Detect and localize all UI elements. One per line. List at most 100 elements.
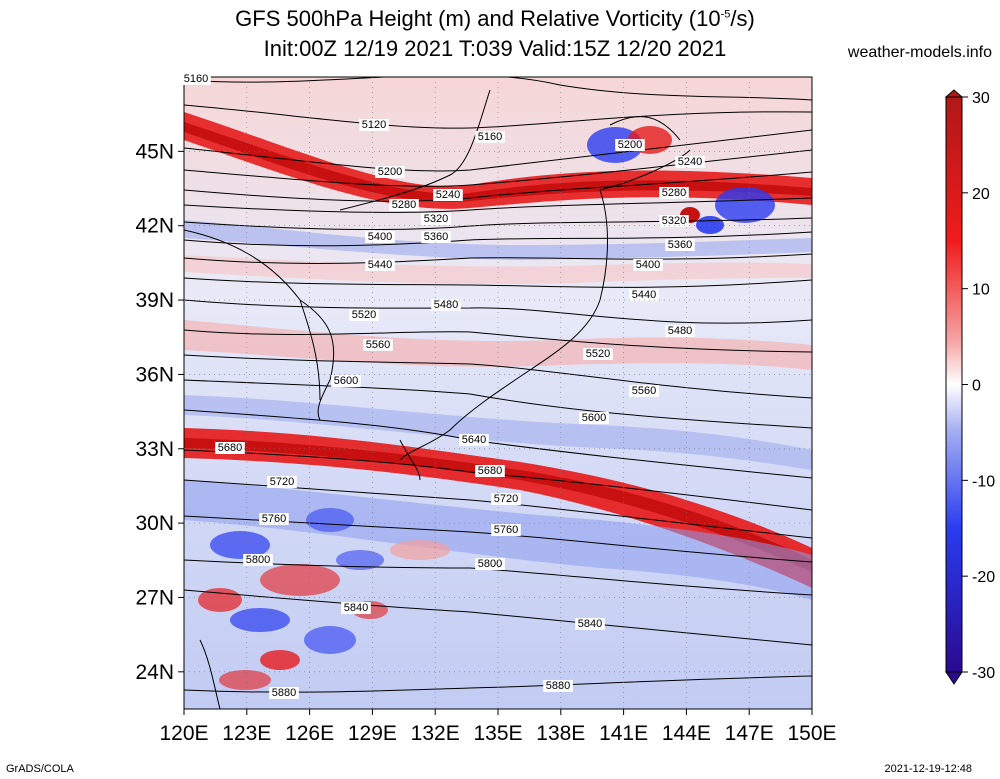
contour-label: 5520	[352, 309, 376, 321]
contour-label: 5400	[636, 259, 660, 271]
contour-label: 5480	[434, 299, 458, 311]
contour-label: 5880	[272, 687, 296, 699]
contour-label-bg	[629, 289, 659, 301]
x-tick-label: 120E	[159, 722, 208, 745]
colorbar: 30 20 10 0 -10 -20 -30	[944, 89, 995, 685]
contour-label: 5720	[270, 476, 294, 488]
contour-label: 5240	[678, 156, 702, 168]
y-tick-label: 30N	[135, 512, 174, 535]
contour-label-bg	[181, 73, 211, 85]
contour-label: 5680	[218, 442, 242, 454]
contour-label-bg	[665, 239, 695, 251]
colorbar-tick-label: 0	[972, 378, 981, 395]
contour-label-bg	[659, 215, 689, 227]
x-tick-label: 132E	[411, 722, 460, 745]
y-tick-label: 39N	[135, 289, 174, 312]
colorbar-tick-label: 30	[972, 90, 990, 107]
contour-label-bg	[475, 131, 505, 143]
colorbar-bottom-arrow	[945, 671, 963, 685]
contour-label-bg	[363, 339, 393, 351]
contour-label-bg	[665, 325, 695, 337]
contour-label: 5200	[618, 139, 642, 151]
colorbar-top-arrow	[944, 89, 964, 98]
y-tick-label: 27N	[135, 586, 174, 609]
contour-label-bg	[215, 442, 245, 454]
contour-label: 5880	[546, 680, 570, 692]
contour-label-bg	[659, 187, 689, 199]
contour-label: 5840	[344, 602, 368, 614]
contour-label-bg	[629, 385, 659, 397]
x-tick-label: 150E	[787, 722, 836, 745]
colorbar-tick-label: 10	[972, 282, 990, 299]
contour-label-bg	[259, 513, 289, 525]
x-tick-label: 129E	[348, 722, 397, 745]
contour-label-bg	[389, 199, 419, 211]
x-tick-label: 144E	[662, 722, 711, 745]
contour-label-bg	[421, 213, 451, 225]
contour-label: 5800	[246, 554, 270, 566]
contour-label: 5200	[378, 166, 402, 178]
contour-label: 5280	[662, 187, 686, 199]
title-line-1-end: /s)	[730, 6, 755, 31]
colorbar-tick-label: -30	[972, 665, 995, 682]
contour-label: 5800	[478, 558, 502, 570]
contour-label: 5840	[578, 618, 602, 630]
convective-noise	[198, 508, 450, 690]
contour-label-bg	[491, 524, 521, 536]
contour-label: 5320	[424, 213, 448, 225]
contour-label: 5520	[586, 348, 610, 360]
contour-label: 5160	[184, 73, 208, 85]
contour-label: 5440	[632, 289, 656, 301]
x-tick-label: 147E	[725, 722, 774, 745]
contour-label: 5360	[668, 239, 692, 251]
contour-label-bg	[421, 231, 451, 243]
latitude-axis: 24N 27N 30N 33N 36N 39N 42N 45N	[135, 140, 812, 684]
contour-label-bg	[341, 602, 371, 614]
contour-label-bg	[267, 476, 297, 488]
contour-label: 5160	[478, 131, 502, 143]
colorbar-tick-label: -10	[972, 473, 995, 490]
contour-label-bg	[431, 299, 461, 311]
contour-label-bg	[579, 412, 609, 424]
chart-subtitle: Init:00Z 12/19 2021 T:039 Valid:15Z 12/2…	[263, 36, 727, 61]
contour-label-bg	[491, 493, 521, 505]
contour-label-bg	[365, 231, 395, 243]
contour-label-bg	[243, 554, 273, 566]
contour-label: 5760	[494, 524, 518, 536]
contour-label: 5760	[262, 513, 286, 525]
y-tick-label: 24N	[135, 661, 174, 684]
contour-label-bg	[575, 618, 605, 630]
contour-label: 5480	[668, 325, 692, 337]
y-tick-label: 36N	[135, 363, 174, 386]
contour-label: 5280	[392, 199, 416, 211]
contour-label-bg	[331, 375, 361, 387]
contour-label: 5360	[424, 231, 448, 243]
colorbar-bar	[945, 96, 963, 673]
contour-label-bg	[359, 119, 389, 131]
longitude-axis: 120E 123E 126E 129E 132E 135E 138E 141E 144E 147E…	[159, 77, 837, 745]
contour-label: 5400	[368, 231, 392, 243]
contour-label: 5560	[632, 385, 656, 397]
contour-label-bg	[543, 680, 573, 692]
x-tick-label: 135E	[473, 722, 522, 745]
colorbar-tick-label: 20	[972, 186, 990, 203]
contour-label-bg	[633, 259, 663, 271]
contour-label-bg	[675, 156, 705, 168]
y-tick-label: 45N	[135, 140, 174, 163]
site-name: weather-models.info	[847, 44, 992, 61]
title-exponent: -5	[720, 8, 731, 21]
footer-software: GrADS/COLA	[6, 763, 74, 775]
contour-label: 5680	[478, 465, 502, 477]
contour-label-bg	[269, 687, 299, 699]
contour-label-bg	[475, 465, 505, 477]
contour-label: 5320	[662, 215, 686, 227]
contour-label: 5640	[462, 434, 486, 446]
contour-label: 5440	[368, 259, 392, 271]
colorbar-tick-label: -20	[972, 569, 995, 586]
x-tick-label: 126E	[285, 722, 334, 745]
vorticity-field	[184, 77, 812, 709]
contour-label: 5720	[494, 493, 518, 505]
contour-label: 5560	[366, 339, 390, 351]
chart-title: GFS 500hPa Height (m) and Relative Vorti…	[0, 6, 995, 32]
contour-label: 5240	[436, 189, 460, 201]
